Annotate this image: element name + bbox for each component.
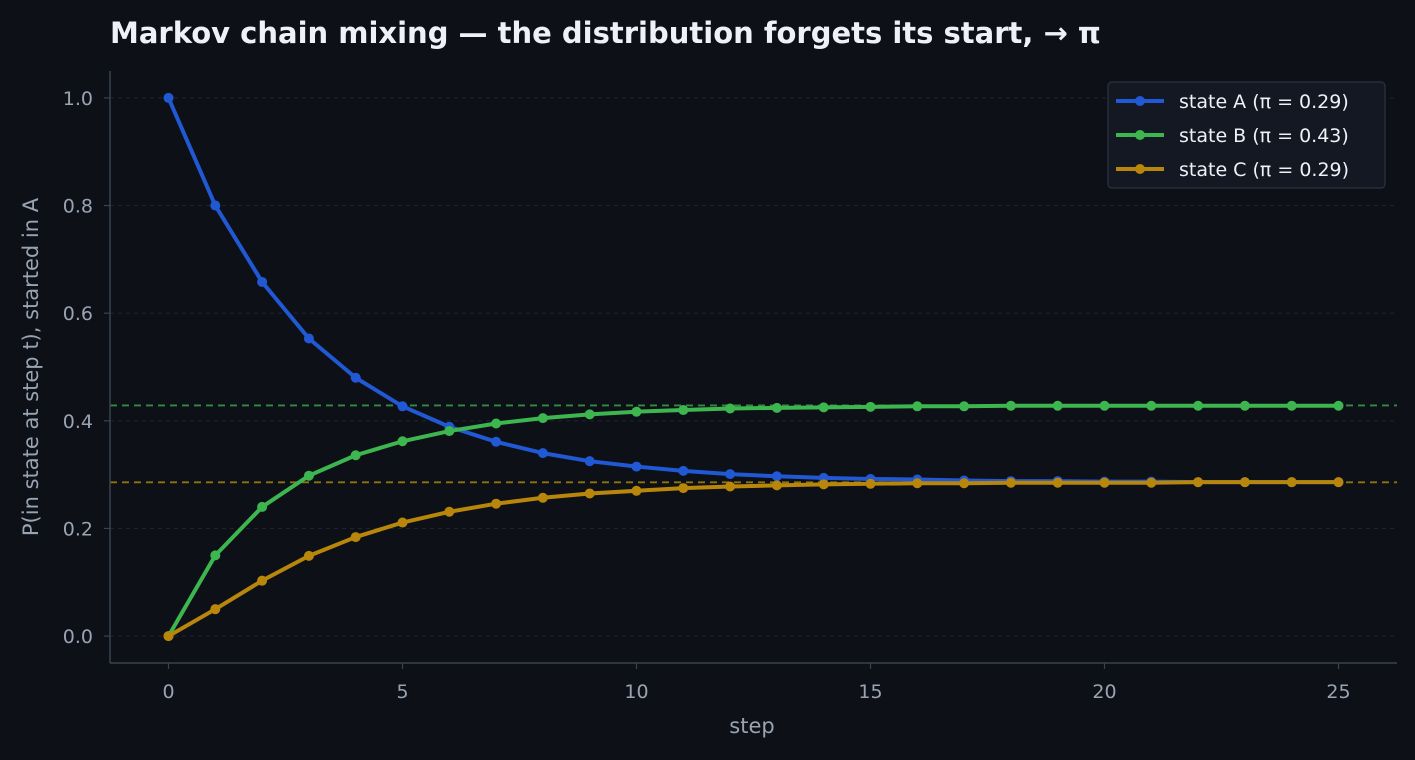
data-point	[584, 409, 595, 420]
x-tick-label: 15	[858, 681, 882, 703]
data-point	[912, 478, 923, 489]
data-point	[257, 575, 268, 586]
data-point	[210, 200, 221, 211]
y-tick-label: 1.0	[63, 88, 93, 110]
legend-label: state B (π = 0.43)	[1179, 125, 1349, 147]
data-point	[865, 478, 876, 489]
data-point	[1239, 400, 1250, 411]
data-point	[1286, 477, 1297, 488]
legend-label: state C (π = 0.29)	[1179, 159, 1349, 181]
data-point	[725, 481, 736, 492]
data-point	[1099, 400, 1110, 411]
data-point	[1099, 477, 1110, 488]
legend-item: state C (π = 0.29)	[1116, 159, 1349, 181]
y-tick-label: 0.8	[63, 196, 93, 218]
data-point	[491, 418, 502, 429]
data-point	[1286, 400, 1297, 411]
data-point	[303, 470, 314, 481]
data-point	[1005, 477, 1016, 488]
series-group	[163, 92, 1344, 642]
y-tick-label: 0.4	[63, 411, 93, 433]
x-tick-label: 10	[624, 681, 648, 703]
data-point	[257, 276, 268, 287]
legend-label: state A (π = 0.29)	[1179, 91, 1349, 113]
x-axis-label: step	[729, 714, 774, 738]
data-point	[537, 448, 548, 459]
data-point	[257, 501, 268, 512]
data-point	[1193, 400, 1204, 411]
data-point	[350, 372, 361, 383]
data-point	[1146, 477, 1157, 488]
data-point	[1193, 477, 1204, 488]
data-point	[678, 465, 689, 476]
data-point	[1005, 400, 1016, 411]
data-point	[303, 550, 314, 561]
data-point	[818, 402, 829, 413]
data-point	[631, 406, 642, 417]
data-point	[959, 478, 970, 489]
data-point	[397, 436, 408, 447]
series-1	[163, 400, 1344, 642]
data-point	[303, 333, 314, 344]
data-point	[397, 517, 408, 528]
legend-box	[1107, 81, 1386, 189]
x-tick-label: 20	[1092, 681, 1116, 703]
legend: state A (π = 0.29) state B (π = 0.43) stat…	[1107, 81, 1386, 189]
legend-item: state A (π = 0.29)	[1116, 91, 1349, 113]
legend-item: state B (π = 0.43)	[1116, 125, 1349, 147]
axes	[104, 71, 1397, 669]
x-tick-label: 0	[162, 681, 174, 703]
data-point	[771, 402, 782, 413]
data-point	[350, 532, 361, 543]
data-point	[865, 401, 876, 412]
data-point	[1239, 477, 1250, 488]
y-tick-label: 0.0	[63, 626, 93, 648]
data-point	[163, 92, 174, 103]
data-point	[1333, 477, 1344, 488]
data-point	[678, 405, 689, 416]
data-point	[631, 461, 642, 472]
data-point	[491, 498, 502, 509]
data-point	[584, 488, 595, 499]
data-point	[818, 479, 829, 490]
data-point	[350, 450, 361, 461]
data-point	[537, 413, 548, 424]
series-line	[166, 403, 1341, 639]
data-point	[959, 401, 970, 412]
data-point	[912, 401, 923, 412]
series-2	[163, 477, 1344, 642]
data-point	[397, 401, 408, 412]
reference-lines	[110, 404, 1397, 484]
x-tick-label: 5	[396, 681, 408, 703]
data-point	[1052, 400, 1063, 411]
data-point	[678, 483, 689, 494]
data-point	[444, 506, 455, 517]
data-point	[771, 480, 782, 491]
data-point	[1333, 400, 1344, 411]
y-tick-label: 0.2	[63, 518, 93, 540]
data-point	[444, 426, 455, 437]
y-axis-label: P(in state at step t), started in A	[19, 197, 43, 536]
data-point	[1146, 400, 1157, 411]
data-point	[1052, 477, 1063, 488]
series-line	[166, 480, 1341, 639]
chart-title: Markov chain mixing — the distribution f…	[110, 16, 1101, 50]
data-point	[537, 492, 548, 503]
tick-labels: 0.0 0.2 0.4 0.6 0.8 1.0 0 5 10 15 20 25	[63, 88, 1351, 703]
legend-swatch-marker	[1135, 96, 1145, 106]
data-point	[210, 604, 221, 615]
data-point	[584, 456, 595, 467]
data-point	[631, 485, 642, 496]
x-tick-label: 25	[1326, 681, 1350, 703]
data-point	[210, 550, 221, 561]
data-point	[725, 403, 736, 414]
data-point	[491, 436, 502, 447]
legend-swatch-marker	[1135, 130, 1145, 140]
data-point	[725, 469, 736, 480]
legend-swatch-marker	[1135, 164, 1145, 174]
y-tick-label: 0.6	[63, 303, 93, 325]
data-point	[771, 471, 782, 482]
data-point	[163, 631, 174, 642]
